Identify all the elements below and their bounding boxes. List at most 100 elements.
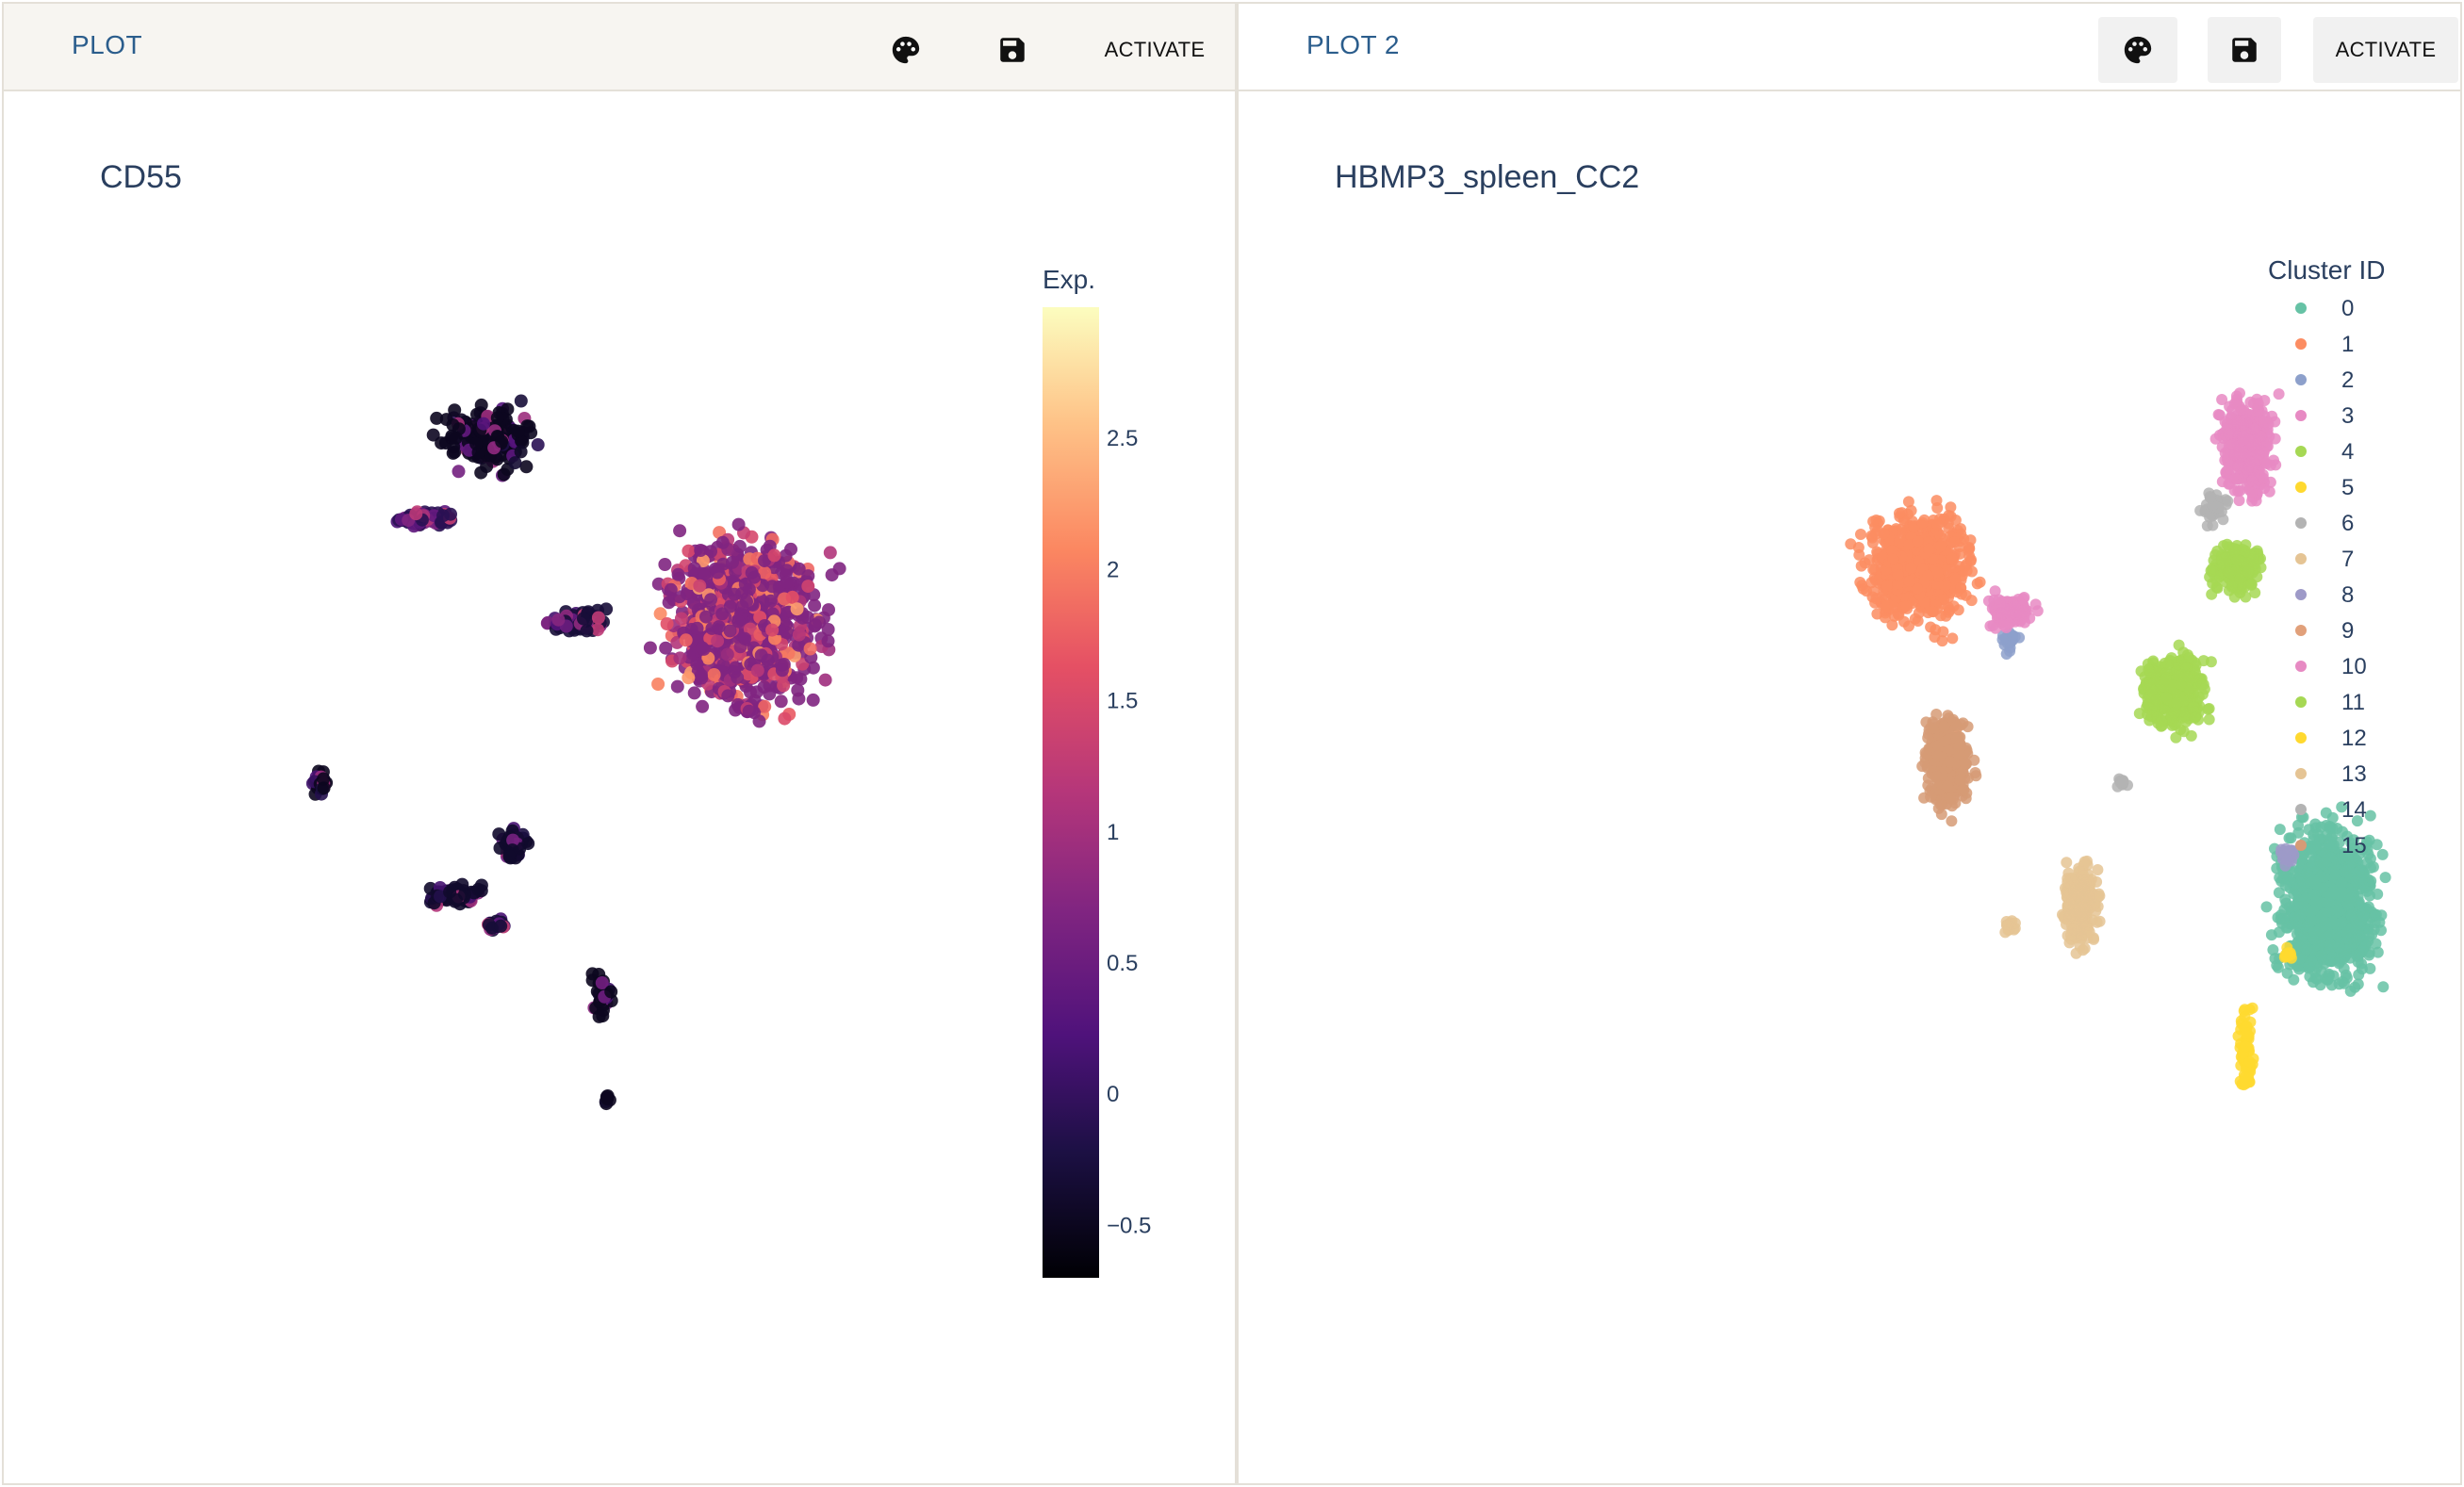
- expression-point: [673, 651, 687, 665]
- cluster-scatter-plot[interactable]: HBMP3_spleen_CC2 Cluster ID 012345678910…: [1239, 93, 2460, 1483]
- expression-point: [694, 668, 708, 682]
- cluster-point: [2285, 832, 2297, 844]
- cluster-point: [1923, 543, 1935, 555]
- cluster-point: [2195, 678, 2208, 690]
- cluster-point: [1869, 596, 1881, 609]
- cluster-point: [2236, 449, 2248, 462]
- cluster-point: [1946, 815, 1958, 827]
- cluster-point: [2264, 459, 2276, 471]
- cluster-point: [2240, 1040, 2252, 1053]
- cluster-point: [2221, 465, 2233, 477]
- cluster-point: [2242, 565, 2254, 578]
- expression-point: [728, 665, 742, 679]
- cluster-point: [1856, 580, 1868, 592]
- cluster-point: [1934, 610, 1947, 622]
- expression-point: [511, 424, 525, 438]
- cluster-point: [2356, 963, 2368, 975]
- expression-point: [785, 590, 799, 604]
- cluster-point: [2019, 616, 2030, 629]
- cluster-point: [2241, 1027, 2253, 1039]
- cluster-point: [2161, 658, 2174, 670]
- plot-2-title-tab[interactable]: PLOT 2: [1306, 30, 1400, 59]
- cluster-point: [2365, 862, 2376, 874]
- expression-point: [577, 612, 590, 626]
- cluster-point: [2314, 923, 2326, 935]
- plot-title-tab[interactable]: PLOT: [72, 30, 143, 59]
- cluster-point: [2165, 711, 2177, 724]
- cluster-point: [1926, 605, 1938, 617]
- cluster-point: [1902, 496, 1914, 508]
- cluster-point: [1855, 529, 1866, 540]
- cluster-point: [1965, 554, 1977, 565]
- cluster-point: [1935, 540, 1947, 552]
- cluster-point: [2181, 671, 2193, 682]
- cluster-point: [1867, 515, 1880, 528]
- save-button-2[interactable]: [2208, 17, 2281, 83]
- cluster-point: [2376, 848, 2389, 860]
- cluster-point: [1912, 535, 1924, 547]
- cluster-point: [1963, 543, 1976, 555]
- expression-point: [682, 544, 696, 558]
- expression-point: [443, 885, 457, 899]
- expression-point: [761, 653, 775, 667]
- cluster-point: [1939, 735, 1951, 747]
- cluster-point: [2232, 1030, 2244, 1042]
- plot-toolbar: PLOT ACTIVATE: [4, 4, 1235, 91]
- cluster-point: [1950, 720, 1963, 732]
- cluster-point: [2223, 428, 2234, 440]
- expression-point: [775, 663, 789, 678]
- cluster-point: [2352, 978, 2364, 990]
- cluster-point: [2083, 925, 2095, 938]
- cluster-point: [1900, 600, 1913, 612]
- save-button[interactable]: [982, 17, 1043, 83]
- cluster-point: [2251, 454, 2263, 466]
- cluster-point: [2377, 981, 2390, 993]
- expression-point: [687, 686, 701, 700]
- cluster-point: [2261, 423, 2274, 435]
- cluster-point: [1894, 507, 1905, 519]
- expression-point: [731, 517, 746, 531]
- expression-point: [806, 693, 820, 707]
- cluster-point: [1989, 585, 2001, 597]
- cluster-point: [2073, 862, 2085, 874]
- cluster-point: [1988, 594, 2000, 606]
- cluster-point: [1912, 582, 1923, 595]
- expression-scatter-plot[interactable]: CD55 Exp. 2.521.510.50−0.5: [4, 93, 1235, 1483]
- cluster-point: [2179, 659, 2191, 671]
- expression-point: [750, 663, 764, 678]
- expression-point: [670, 679, 684, 694]
- palette-button[interactable]: [876, 17, 936, 83]
- palette-button-2[interactable]: [2098, 17, 2177, 83]
- cluster-point: [2239, 1004, 2251, 1016]
- expression-point: [447, 440, 461, 454]
- expression-point: [696, 699, 710, 713]
- expression-point: [764, 594, 778, 608]
- expression-point: [698, 568, 712, 582]
- cluster-point: [2345, 886, 2357, 898]
- cluster-point: [2333, 978, 2345, 990]
- cluster-point: [2299, 892, 2311, 905]
- expression-point: [651, 577, 665, 591]
- cluster-point: [1881, 580, 1894, 592]
- cluster-point: [1955, 523, 1966, 535]
- expression-point: [452, 422, 466, 436]
- cluster-point: [2337, 825, 2348, 838]
- cluster-point: [2364, 962, 2376, 974]
- expression-point: [699, 610, 713, 624]
- cluster-point: [2079, 902, 2092, 914]
- expression-point: [821, 634, 835, 648]
- activate-button[interactable]: ACTIVATE: [1104, 38, 1206, 61]
- cluster-point: [1970, 770, 1982, 782]
- cluster-point: [2292, 940, 2305, 952]
- activate-button-2[interactable]: ACTIVATE: [2313, 17, 2458, 83]
- expression-point: [716, 658, 731, 672]
- expression-point: [690, 621, 704, 635]
- expression-point: [674, 612, 688, 626]
- cluster-point: [2231, 555, 2243, 566]
- cluster-point: [2246, 475, 2259, 487]
- cluster-point: [2204, 511, 2216, 523]
- cluster-point: [2222, 495, 2234, 507]
- cluster-point: [2324, 955, 2336, 967]
- cluster-point: [2327, 970, 2340, 982]
- cluster-point: [2242, 409, 2255, 420]
